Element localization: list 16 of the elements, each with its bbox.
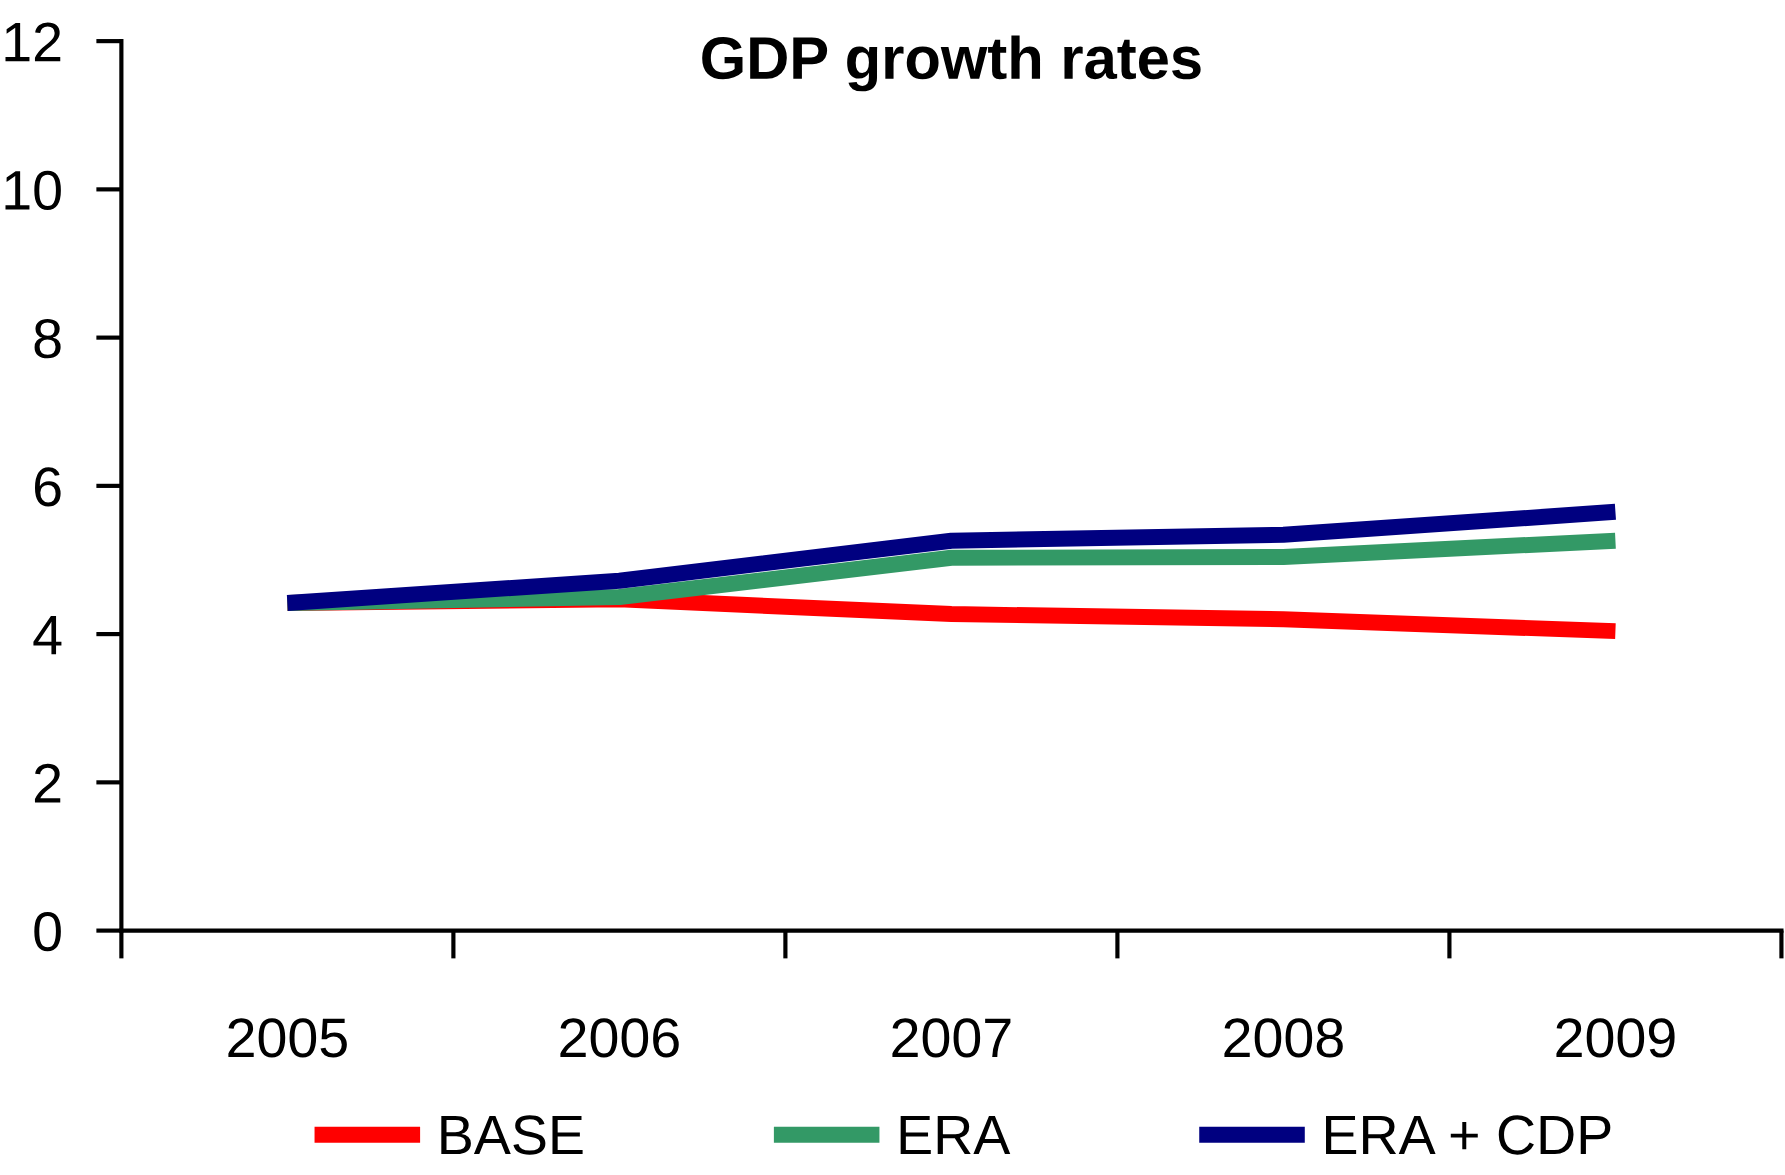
x-tick-label: 2009 xyxy=(1556,1018,1675,1058)
legend-label: BASE xyxy=(441,1115,583,1155)
y-tick-label: 2 xyxy=(34,763,61,803)
legend-label: ERA xyxy=(900,1115,1011,1155)
x-tick-label: 2008 xyxy=(1224,1018,1343,1058)
chart-title: GDP growth rates xyxy=(702,35,1201,92)
y-tick-label: 4 xyxy=(33,616,62,655)
y-tick-label: 6 xyxy=(34,467,61,507)
legend-label: ERA + CDP xyxy=(1326,1115,1611,1155)
x-tick-label: 2005 xyxy=(228,1018,347,1058)
y-tick-label: 8 xyxy=(34,318,61,359)
y-tick-label: 0 xyxy=(34,911,61,952)
y-tick-label: 12 xyxy=(5,22,61,62)
y-tick-label: 10 xyxy=(5,170,61,211)
x-tick-label: 2006 xyxy=(560,1018,679,1058)
x-tick-label: 2007 xyxy=(892,1018,1011,1058)
